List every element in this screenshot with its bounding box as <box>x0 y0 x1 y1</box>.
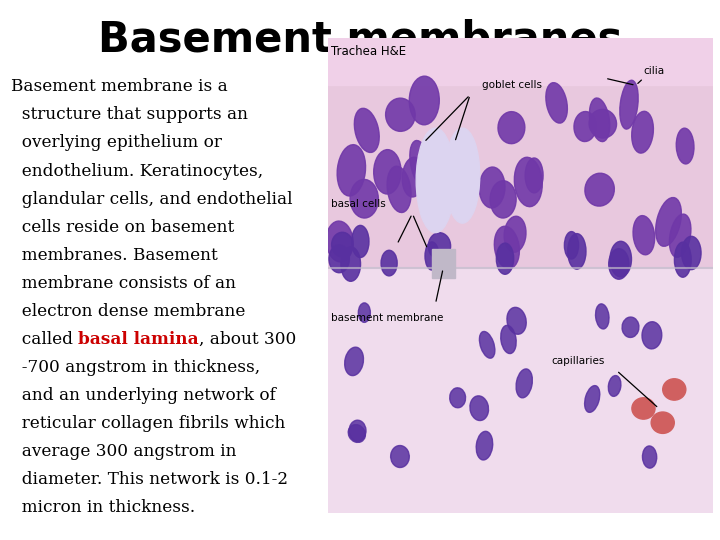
Ellipse shape <box>354 109 379 152</box>
Ellipse shape <box>633 215 654 255</box>
Ellipse shape <box>445 128 480 223</box>
Ellipse shape <box>351 225 369 258</box>
Text: basement membrane: basement membrane <box>331 313 444 323</box>
Text: diameter. This network is 0.1-2: diameter. This network is 0.1-2 <box>11 471 288 488</box>
Ellipse shape <box>608 249 629 279</box>
Text: endothelium. Keratinocytes,: endothelium. Keratinocytes, <box>11 163 263 179</box>
Ellipse shape <box>470 396 489 421</box>
Ellipse shape <box>337 145 366 196</box>
Ellipse shape <box>495 226 519 268</box>
Ellipse shape <box>595 304 609 329</box>
Ellipse shape <box>341 247 361 281</box>
Ellipse shape <box>326 221 353 262</box>
Ellipse shape <box>564 232 579 259</box>
Ellipse shape <box>567 234 586 269</box>
Ellipse shape <box>620 80 638 129</box>
Ellipse shape <box>507 307 526 334</box>
Text: electron dense membrane: electron dense membrane <box>11 303 246 320</box>
Text: and an underlying network of: and an underlying network of <box>11 387 276 404</box>
Text: reticular collagen fibrils which: reticular collagen fibrils which <box>11 415 285 432</box>
Ellipse shape <box>516 369 532 398</box>
Ellipse shape <box>589 110 616 138</box>
Text: basal lamina: basal lamina <box>78 331 199 348</box>
Text: goblet cells: goblet cells <box>482 80 541 90</box>
Text: called: called <box>11 331 78 348</box>
Ellipse shape <box>498 112 525 144</box>
Ellipse shape <box>450 388 466 408</box>
Ellipse shape <box>631 111 654 153</box>
Ellipse shape <box>504 216 526 252</box>
Text: membrane consists of an: membrane consists of an <box>11 275 236 292</box>
Text: overlying epithelium or: overlying epithelium or <box>11 134 222 151</box>
Text: basal cells: basal cells <box>331 199 386 209</box>
Text: Basement membrane is a: Basement membrane is a <box>11 78 228 95</box>
Ellipse shape <box>391 446 409 468</box>
Text: -700 angstrom in thickness,: -700 angstrom in thickness, <box>11 359 260 376</box>
Ellipse shape <box>525 158 543 193</box>
Ellipse shape <box>585 173 614 206</box>
Ellipse shape <box>651 412 674 434</box>
Ellipse shape <box>675 242 691 277</box>
Ellipse shape <box>329 245 349 273</box>
Ellipse shape <box>480 332 495 358</box>
Ellipse shape <box>642 446 657 468</box>
Ellipse shape <box>642 322 662 349</box>
Ellipse shape <box>409 76 439 125</box>
Ellipse shape <box>359 303 370 322</box>
Text: Trachea H&E: Trachea H&E <box>331 45 407 58</box>
Ellipse shape <box>350 179 378 218</box>
Ellipse shape <box>428 233 451 259</box>
Text: membranes. Basement: membranes. Basement <box>11 247 217 264</box>
Ellipse shape <box>490 181 516 218</box>
Ellipse shape <box>345 347 364 376</box>
Ellipse shape <box>416 128 455 233</box>
Ellipse shape <box>622 317 639 338</box>
Ellipse shape <box>402 157 425 197</box>
Ellipse shape <box>585 386 600 413</box>
Bar <box>431 249 455 278</box>
Ellipse shape <box>676 128 694 164</box>
Ellipse shape <box>546 83 567 123</box>
Text: , about 300: , about 300 <box>199 331 296 348</box>
Ellipse shape <box>608 375 621 396</box>
Ellipse shape <box>590 98 610 141</box>
Ellipse shape <box>387 166 411 213</box>
Ellipse shape <box>670 214 691 257</box>
Ellipse shape <box>410 140 431 186</box>
Text: cells reside on basement: cells reside on basement <box>11 219 234 235</box>
Ellipse shape <box>348 424 365 442</box>
Ellipse shape <box>386 98 415 131</box>
Ellipse shape <box>662 379 686 400</box>
Text: Basement membranes: Basement membranes <box>98 19 622 61</box>
Text: average 300 angstrom in: average 300 angstrom in <box>11 443 236 460</box>
Bar <box>328 38 713 85</box>
Ellipse shape <box>374 150 401 194</box>
Text: capillaries: capillaries <box>551 356 604 366</box>
Ellipse shape <box>480 167 505 208</box>
Text: cilia: cilia <box>644 66 665 76</box>
Text: structure that supports an: structure that supports an <box>11 106 248 123</box>
Ellipse shape <box>496 243 513 274</box>
Text: glandular cells, and endothelial: glandular cells, and endothelial <box>11 191 292 207</box>
Ellipse shape <box>610 241 631 277</box>
Bar <box>328 266 713 513</box>
Ellipse shape <box>500 325 516 354</box>
Ellipse shape <box>656 198 681 246</box>
Ellipse shape <box>476 431 492 460</box>
Bar <box>328 38 713 266</box>
Ellipse shape <box>632 398 655 419</box>
Ellipse shape <box>574 112 596 141</box>
Ellipse shape <box>425 242 439 270</box>
Ellipse shape <box>514 157 542 207</box>
Ellipse shape <box>381 250 397 276</box>
Text: micron in thickness.: micron in thickness. <box>11 500 195 516</box>
Ellipse shape <box>349 420 366 441</box>
Ellipse shape <box>682 237 701 269</box>
Ellipse shape <box>332 232 353 257</box>
